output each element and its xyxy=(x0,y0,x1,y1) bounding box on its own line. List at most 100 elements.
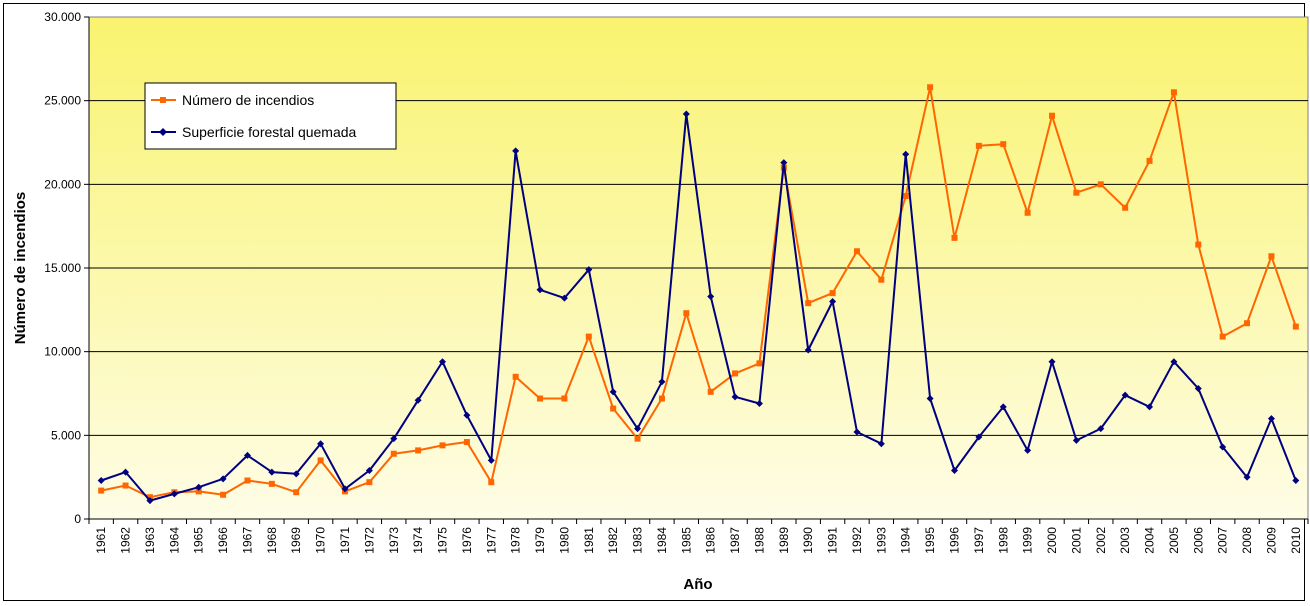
data-point-incendios xyxy=(1073,189,1080,196)
data-point-incendios xyxy=(707,388,714,395)
x-tick-label: 2006 xyxy=(1191,527,1205,554)
data-point-incendios xyxy=(1024,209,1031,216)
x-tick-label: 2003 xyxy=(1118,527,1132,554)
data-point-superficie xyxy=(804,346,812,354)
data-point-superficie xyxy=(463,411,471,419)
x-tick-label: 1995 xyxy=(923,527,937,554)
x-tick-label: 1989 xyxy=(777,527,791,554)
data-point-incendios xyxy=(463,439,470,446)
x-tick-label: 1994 xyxy=(899,527,913,554)
legend-label-incendios: Número de incendios xyxy=(182,92,314,108)
data-point-incendios xyxy=(683,310,690,317)
data-point-incendios xyxy=(439,442,446,449)
legend-marker-superficie xyxy=(159,128,167,136)
data-point-incendios xyxy=(829,290,836,297)
data-point-superficie xyxy=(414,396,422,404)
legend: Número de incendios Superficie forestal … xyxy=(144,82,397,150)
x-tick-label: 1979 xyxy=(533,527,547,554)
x-tick-label: 1975 xyxy=(436,527,450,554)
data-point-superficie xyxy=(1292,477,1300,485)
x-tick-label: 2009 xyxy=(1264,527,1278,554)
data-point-superficie xyxy=(1097,425,1105,433)
data-point-incendios xyxy=(195,488,202,495)
data-point-superficie xyxy=(122,468,130,476)
y-tick-label: 25.000 xyxy=(44,94,81,108)
data-point-superficie xyxy=(365,466,373,474)
data-point-incendios xyxy=(951,234,958,241)
data-point-superficie xyxy=(634,425,642,433)
data-point-superficie xyxy=(1170,358,1178,366)
data-point-superficie xyxy=(585,266,593,274)
series-line-1 xyxy=(100,113,1297,502)
x-tick-label: 2004 xyxy=(1143,527,1157,554)
data-point-incendios xyxy=(1219,333,1226,340)
data-point-superficie xyxy=(1194,384,1202,392)
data-point-superficie xyxy=(780,159,788,167)
x-tick-label: 1982 xyxy=(606,527,620,554)
x-tick-label: 1977 xyxy=(484,527,498,554)
data-point-superficie xyxy=(755,400,763,408)
x-tick-label: 1985 xyxy=(679,527,693,554)
data-point-incendios xyxy=(512,373,519,380)
data-point-superficie xyxy=(560,294,568,302)
data-point-incendios xyxy=(610,405,617,412)
x-tick-label: 1962 xyxy=(119,527,133,554)
data-point-superficie xyxy=(97,477,105,485)
data-point-incendios xyxy=(1292,323,1299,330)
data-point-superficie xyxy=(731,393,739,401)
data-point-incendios xyxy=(244,477,251,484)
x-tick-label: 1972 xyxy=(362,527,376,554)
data-point-incendios xyxy=(561,395,568,402)
x-tick-label: 1991 xyxy=(826,527,840,554)
data-point-incendios xyxy=(268,480,275,487)
data-point-superficie xyxy=(1121,391,1129,399)
data-point-superficie xyxy=(292,470,300,478)
x-tick-label: 1974 xyxy=(411,527,425,554)
data-point-incendios xyxy=(1000,141,1007,148)
x-tick-label: 2008 xyxy=(1240,527,1254,554)
x-tick-label: 1999 xyxy=(1021,527,1035,554)
data-point-superficie xyxy=(170,490,178,498)
y-axis-title: Número de incendios xyxy=(12,192,29,345)
data-point-incendios xyxy=(732,370,739,377)
data-point-superficie xyxy=(975,433,983,441)
x-tick-label: 1990 xyxy=(801,527,815,554)
data-point-incendios xyxy=(634,435,641,442)
data-point-incendios xyxy=(756,360,763,367)
data-point-incendios xyxy=(366,479,373,486)
x-tick-label: 1981 xyxy=(582,527,596,554)
x-tick-label: 1973 xyxy=(387,527,401,554)
x-tick-label: 1986 xyxy=(704,527,718,554)
data-point-superficie xyxy=(341,485,349,493)
data-point-superficie xyxy=(1243,473,1251,481)
data-point-incendios xyxy=(122,482,129,489)
y-tick-label: 20.000 xyxy=(44,177,81,191)
y-tick-label: 10.000 xyxy=(44,345,81,359)
data-point-incendios xyxy=(98,487,105,494)
x-tick-label: 1970 xyxy=(314,527,328,554)
data-point-superficie xyxy=(1146,403,1154,411)
x-tick-label: 1967 xyxy=(240,527,254,554)
data-point-incendios xyxy=(220,491,227,498)
data-point-incendios xyxy=(1049,112,1056,119)
x-tick-label: 2007 xyxy=(1216,527,1230,554)
x-axis-ticks: 1961 1962 1963 1964 1965 1966 1967 1968 1969 1970… xyxy=(88,519,1309,554)
data-point-superficie xyxy=(658,378,666,386)
data-point-superficie xyxy=(439,358,447,366)
x-tick-label: 1992 xyxy=(850,527,864,554)
data-point-superficie xyxy=(950,466,958,474)
x-tick-label: 2001 xyxy=(1069,527,1083,554)
x-tick-label: 1988 xyxy=(752,527,766,554)
y-tick-label: 30.000 xyxy=(44,10,81,24)
x-tick-label: 1997 xyxy=(972,527,986,554)
x-tick-label: 1984 xyxy=(655,527,669,554)
data-point-incendios xyxy=(927,84,934,91)
data-point-incendios xyxy=(293,489,300,496)
data-point-superficie xyxy=(853,428,861,436)
data-point-superficie xyxy=(1219,443,1227,451)
data-point-incendios xyxy=(537,395,544,402)
data-point-incendios xyxy=(658,395,665,402)
x-tick-label: 1978 xyxy=(509,527,523,554)
x-tick-label: 1963 xyxy=(143,527,157,554)
